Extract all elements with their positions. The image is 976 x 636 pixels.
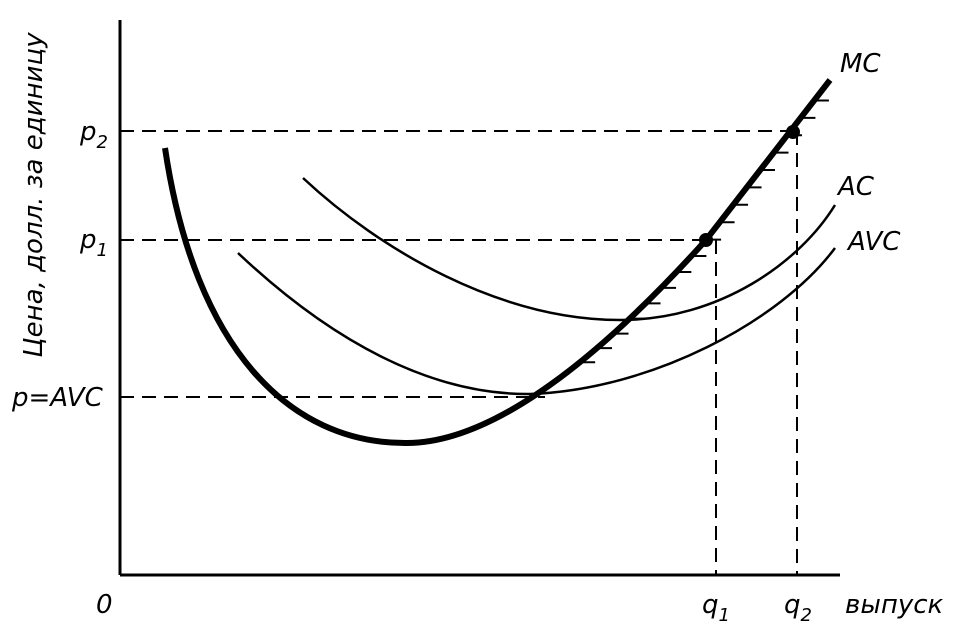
p-avc-label: p=AVC: [11, 383, 104, 413]
point-q1: [699, 233, 713, 247]
mc-label: MC: [840, 49, 881, 79]
ac-curve: [302, 177, 837, 322]
guide-p1-q1: [120, 239, 717, 575]
point-q2: [786, 125, 800, 139]
q1-label: q1: [702, 590, 730, 626]
origin-label: 0: [96, 590, 113, 620]
y-axis-label: Цена, долл. за единицу: [19, 32, 49, 358]
p1-label: p1: [79, 225, 108, 261]
ac-label: AC: [836, 172, 875, 202]
guide-p2-q2: [120, 130, 798, 575]
avc-curve: [237, 247, 837, 396]
avc-label: AVC: [846, 227, 901, 257]
mc-curve: [162, 78, 833, 447]
mc-supply-hatching: [579, 99, 829, 364]
p2-label: p2: [79, 117, 108, 153]
x-axis-label: выпуск: [845, 590, 944, 620]
q2-label: q2: [784, 590, 812, 626]
